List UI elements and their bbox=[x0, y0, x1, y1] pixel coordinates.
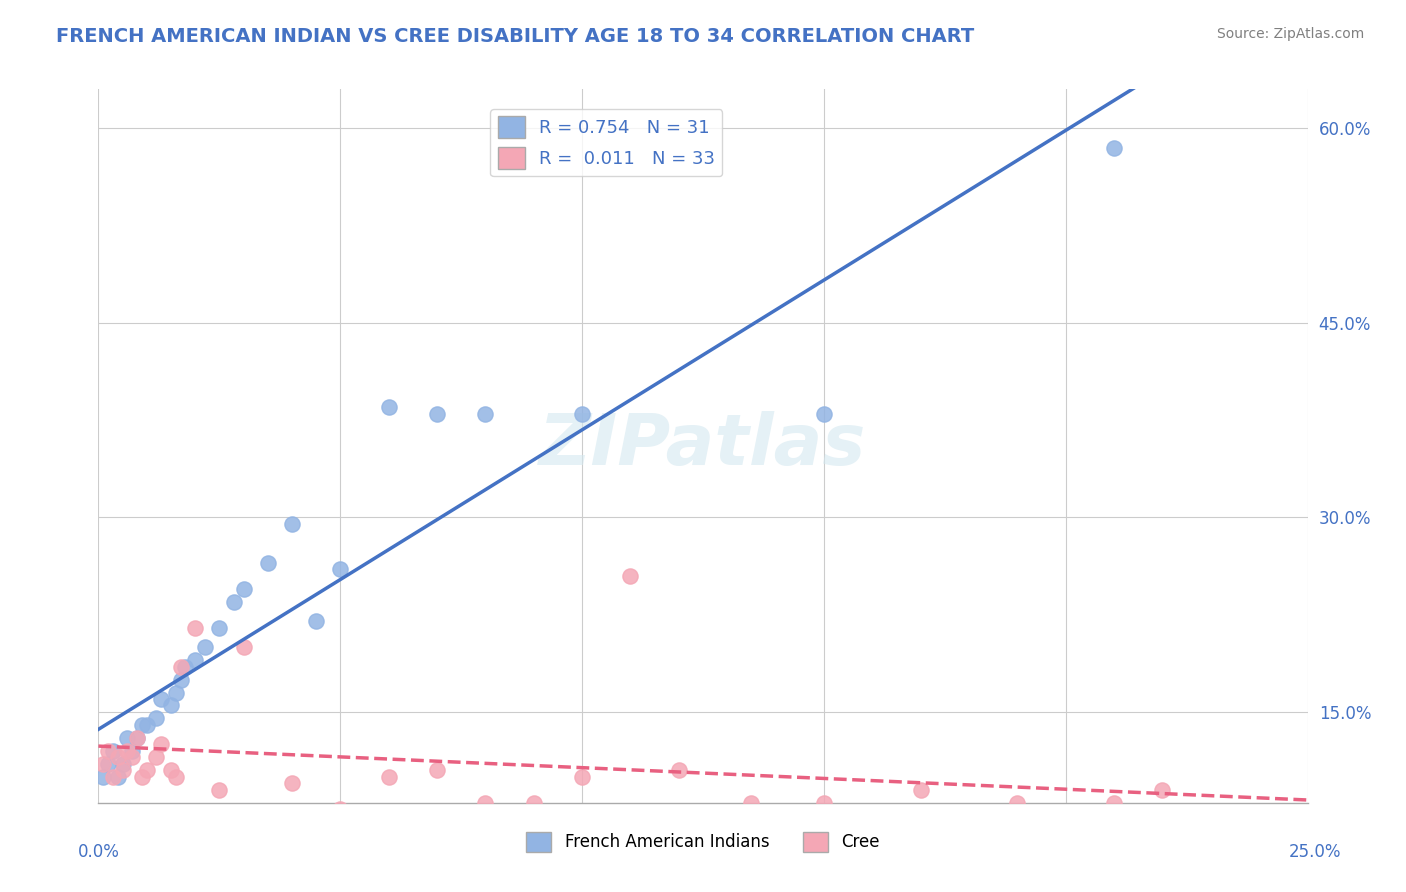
Point bbox=[127, 731, 149, 745]
Point bbox=[97, 744, 120, 758]
Point bbox=[107, 750, 129, 764]
Point bbox=[107, 770, 129, 784]
Text: 0.0%: 0.0% bbox=[77, 843, 120, 861]
Point bbox=[135, 718, 157, 732]
Point bbox=[281, 776, 304, 790]
Point bbox=[1152, 782, 1174, 797]
Point bbox=[169, 673, 191, 687]
Point bbox=[117, 744, 139, 758]
Point bbox=[910, 782, 932, 797]
Point bbox=[111, 756, 134, 771]
Point bbox=[571, 770, 593, 784]
Point bbox=[111, 764, 134, 778]
Point bbox=[1007, 796, 1029, 810]
Point bbox=[668, 764, 690, 778]
Point bbox=[329, 802, 352, 816]
Point bbox=[208, 782, 231, 797]
Legend: French American Indians, Cree: French American Indians, Cree bbox=[520, 825, 886, 859]
Point bbox=[184, 653, 207, 667]
Point bbox=[127, 731, 149, 745]
Point bbox=[121, 750, 143, 764]
Point bbox=[101, 770, 124, 784]
Point bbox=[256, 556, 278, 570]
Point bbox=[813, 407, 835, 421]
Point bbox=[160, 764, 183, 778]
Point bbox=[169, 659, 191, 673]
Point bbox=[160, 698, 183, 713]
Text: FRENCH AMERICAN INDIAN VS CREE DISABILITY AGE 18 TO 34 CORRELATION CHART: FRENCH AMERICAN INDIAN VS CREE DISABILIT… bbox=[56, 27, 974, 45]
Point bbox=[165, 685, 187, 699]
Point bbox=[474, 796, 496, 810]
Point bbox=[222, 595, 245, 609]
Point bbox=[305, 614, 328, 628]
Point bbox=[165, 770, 187, 784]
Point bbox=[523, 796, 546, 810]
Point bbox=[150, 738, 173, 752]
Point bbox=[281, 516, 304, 531]
Point bbox=[101, 744, 124, 758]
Text: Source: ZipAtlas.com: Source: ZipAtlas.com bbox=[1216, 27, 1364, 41]
Point bbox=[121, 744, 143, 758]
Point bbox=[97, 756, 120, 771]
Text: 25.0%: 25.0% bbox=[1288, 843, 1341, 861]
Point bbox=[91, 770, 114, 784]
Point bbox=[150, 692, 173, 706]
Point bbox=[135, 764, 157, 778]
Point bbox=[329, 562, 352, 576]
Point bbox=[117, 731, 139, 745]
Point bbox=[426, 407, 449, 421]
Point bbox=[1102, 796, 1125, 810]
Point bbox=[208, 621, 231, 635]
Point bbox=[91, 756, 114, 771]
Point bbox=[740, 796, 762, 810]
Point bbox=[145, 750, 167, 764]
Point bbox=[232, 582, 254, 596]
Point bbox=[571, 407, 593, 421]
Point bbox=[1102, 140, 1125, 154]
Point bbox=[194, 640, 217, 654]
Point bbox=[131, 770, 153, 784]
Point bbox=[131, 718, 153, 732]
Point bbox=[145, 711, 167, 725]
Point bbox=[426, 764, 449, 778]
Point bbox=[377, 400, 399, 414]
Point bbox=[174, 659, 197, 673]
Text: ZIPatlas: ZIPatlas bbox=[540, 411, 866, 481]
Point bbox=[232, 640, 254, 654]
Point bbox=[184, 621, 207, 635]
Point bbox=[813, 796, 835, 810]
Point bbox=[619, 568, 641, 582]
Point bbox=[474, 407, 496, 421]
Point bbox=[377, 770, 399, 784]
